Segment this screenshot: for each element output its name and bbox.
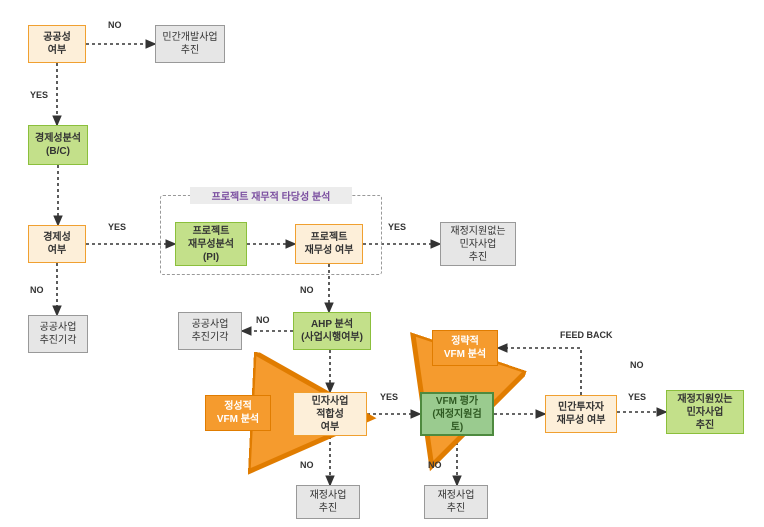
edge-label-n7-n9: NO bbox=[300, 285, 314, 295]
group-title: 프로젝트 재무적 타당성 분석 bbox=[190, 187, 352, 204]
node-n4: 경제성 여부 bbox=[28, 225, 86, 263]
node-n16: 재정지원있는 민자사업 추진 bbox=[666, 390, 744, 434]
edge-label-n15-n16: YES bbox=[628, 392, 646, 402]
edge-layer bbox=[0, 0, 764, 527]
node-n7: 프로젝트 재무성 여부 bbox=[295, 224, 363, 264]
node-n9: AHP 분석 (사업시행여부) bbox=[293, 312, 371, 350]
edge-label-n9-n10: NO bbox=[256, 315, 270, 325]
edge-label-n1-n2: NO bbox=[108, 20, 122, 30]
node-n6: 프로젝트 재무성분석 (PI) bbox=[175, 222, 247, 266]
callout-arrow-n17 bbox=[271, 413, 291, 414]
edge-label-n11-n12: NO bbox=[300, 460, 314, 470]
callout-arrow-n18 bbox=[457, 366, 465, 390]
node-n17: 정성적 VFM 분석 bbox=[205, 395, 271, 431]
edge-label-n4-n6: YES bbox=[108, 222, 126, 232]
node-n13: VFM 평가 (재정지원검토) bbox=[420, 392, 494, 436]
node-n2: 민간개발사업 추진 bbox=[155, 25, 225, 63]
edge-label-n13-n14: NO bbox=[428, 460, 442, 470]
node-n3: 경제성분석 (B/C) bbox=[28, 125, 88, 165]
edge-label-n4-n5: NO bbox=[30, 285, 44, 295]
node-n15: 민간투자자 재무성 여부 bbox=[545, 395, 617, 433]
edge-label-n15-n18: FEED BACK bbox=[560, 330, 613, 340]
node-n18: 정략적 VFM 분석 bbox=[432, 330, 498, 366]
node-n1: 공공성 여부 bbox=[28, 25, 86, 63]
node-n10: 공공사업 추진기각 bbox=[178, 312, 242, 350]
edge-label2-n15-n18: NO bbox=[630, 360, 644, 370]
edge-label-n1-n3: YES bbox=[30, 90, 48, 100]
node-n12: 재정사업 추진 bbox=[296, 485, 360, 519]
edge-label-n11-n13: YES bbox=[380, 392, 398, 402]
node-n5: 공공사업 추진기각 bbox=[28, 315, 88, 353]
edge-label-n7-n8: YES bbox=[388, 222, 406, 232]
node-n8: 재정지원없는 민자사업 추진 bbox=[440, 222, 516, 266]
node-n11: 민자사업 적합성 여부 bbox=[293, 392, 367, 436]
node-n14: 재정사업 추진 bbox=[424, 485, 488, 519]
edge-n15-n18 bbox=[498, 348, 581, 395]
